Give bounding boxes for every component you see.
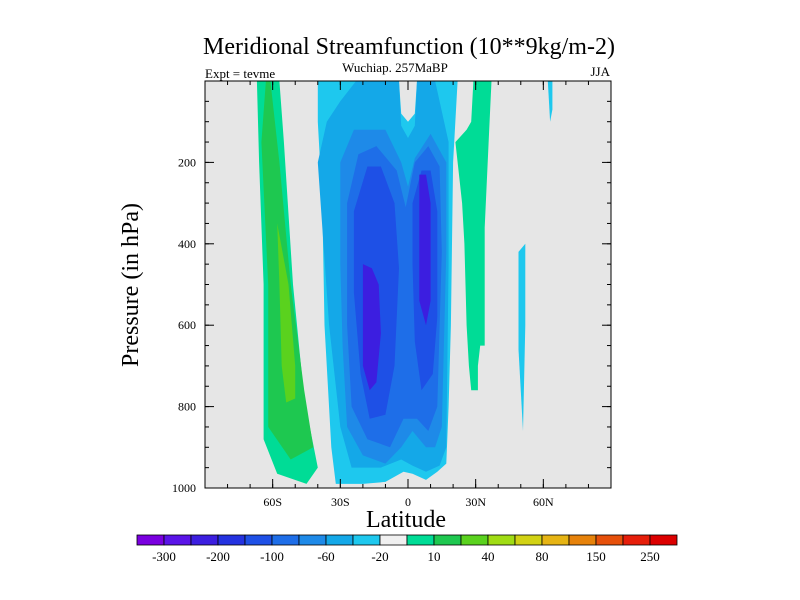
colorbar-swatch	[433, 534, 462, 546]
colorbar-swatch	[514, 534, 543, 546]
y-tick-label: 800	[178, 400, 196, 414]
contour-region-nh-small-cell-top	[547, 81, 553, 122]
colorbar-swatch	[352, 534, 381, 546]
colorbar: -300 -200 -100 -60 -20 10 40 80 150 250	[136, 534, 678, 564]
colorbar-swatch	[271, 534, 300, 546]
colorbar-swatch	[541, 534, 570, 546]
colorbar-swatch	[595, 534, 624, 546]
colorbar-label: 10	[428, 549, 441, 564]
x-tick-label: 0	[405, 495, 411, 509]
x-tick-label: 60N	[533, 495, 554, 509]
contour-fills	[256, 81, 553, 484]
y-tick-label: 600	[178, 318, 196, 332]
axis-ticks: 60S 30S 0 30N 60N 200 400 600 800 1000	[172, 81, 611, 509]
chart-subtitle: Wuchiap. 257MaBP	[342, 60, 448, 75]
x-tick-label: 30N	[465, 495, 486, 509]
experiment-label: Expt = tevme	[205, 66, 275, 81]
colorbar-swatch	[298, 534, 327, 546]
colorbar-swatch	[190, 534, 219, 546]
chart-title: Meridional Streamfunction (10**9kg/m-2)	[203, 34, 615, 60]
colorbar-swatch	[406, 534, 435, 546]
colorbar-swatch	[244, 534, 273, 546]
colorbar-swatch	[568, 534, 597, 546]
colorbar-label: 40	[482, 549, 495, 564]
x-axis-label: Latitude	[366, 507, 446, 533]
x-tick-label: 60S	[263, 495, 282, 509]
colorbar-swatch	[379, 534, 408, 546]
colorbar-label: -60	[317, 549, 334, 564]
colorbar-swatch	[622, 534, 651, 546]
y-axis-label: Pressure (in hPa)	[118, 203, 144, 367]
colorbar-label: -20	[371, 549, 388, 564]
contour-region-sh-cell-core	[277, 223, 296, 403]
y-tick-label: 1000	[172, 481, 196, 495]
colorbar-swatch	[325, 534, 354, 546]
colorbar-swatch	[487, 534, 516, 546]
colorbar-label: -200	[206, 549, 230, 564]
colorbar-label: 80	[536, 549, 549, 564]
y-tick-label: 200	[178, 155, 196, 169]
colorbar-label: 150	[586, 549, 606, 564]
season-label: JJA	[590, 64, 610, 79]
colorbar-label: -100	[260, 549, 284, 564]
contour-region-nh-cell	[455, 81, 492, 391]
colorbar-label: -300	[152, 549, 176, 564]
colorbar-swatch	[163, 534, 192, 546]
colorbar-label: 250	[640, 549, 660, 564]
colorbar-swatch	[649, 534, 678, 546]
contour-region-nh-small-cell	[518, 243, 526, 431]
contour-region-central-l6b	[419, 174, 431, 326]
colorbar-swatch	[460, 534, 489, 546]
y-tick-label: 400	[178, 237, 196, 251]
contour-region-central-l6	[362, 264, 381, 391]
x-tick-label: 30S	[331, 495, 350, 509]
colorbar-swatch	[136, 534, 165, 546]
contour-region-sh-cell-mid	[261, 81, 314, 460]
colorbar-swatch	[217, 534, 246, 546]
